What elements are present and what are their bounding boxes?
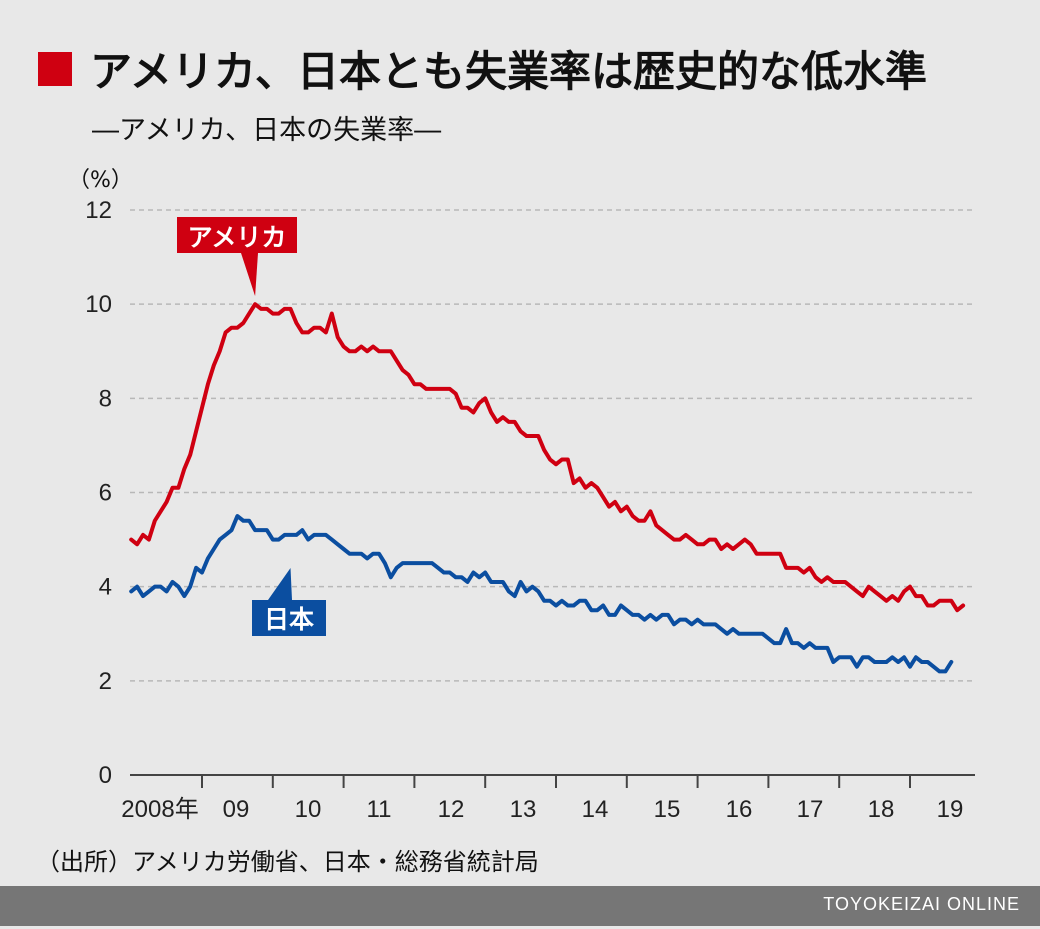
- source-note: （出所）アメリカ労働省、日本・総務省統計局: [36, 848, 539, 876]
- x-tick-label-5: 13: [510, 796, 537, 823]
- usa-callout-pointer: [241, 253, 258, 297]
- x-tick-label-7: 15: [654, 796, 681, 823]
- y-tick-label-4: 4: [99, 574, 112, 601]
- y-tick-label-6: 6: [99, 480, 112, 507]
- chart-title: アメリカ、日本とも失業率は歴史的な低水準: [90, 47, 928, 96]
- x-tick-label-4: 12: [438, 796, 465, 823]
- chart-subtitle: ―アメリカ、日本の失業率―: [92, 115, 442, 146]
- x-tick-label-8: 16: [726, 796, 753, 823]
- x-tick-label-10: 18: [868, 796, 895, 823]
- y-axis-unit: （%）: [68, 168, 133, 193]
- y-tick-label-2: 2: [99, 668, 112, 695]
- usa-series-line: [129, 302, 966, 613]
- japan-series-line: [129, 514, 954, 674]
- x-tick-label-0: 2008年: [121, 796, 198, 823]
- title-square-icon: [38, 51, 72, 86]
- y-tick-label-0: 0: [99, 762, 112, 789]
- x-tick-label-11: 19: [937, 796, 964, 823]
- japan-callout-box: [252, 600, 326, 636]
- x-tick-label-9: 17: [797, 796, 824, 823]
- x-tick-label-2: 10: [295, 796, 322, 823]
- x-tick-label-6: 14: [582, 796, 609, 823]
- x-tick-label-1: 09: [223, 796, 250, 823]
- y-tick-label-12: 12: [85, 197, 112, 224]
- y-tick-label-10: 10: [85, 291, 112, 318]
- usa-series-label: アメリカ: [188, 223, 287, 252]
- chart-title-block: アメリカ、日本とも失業率は歴史的な低水準: [38, 38, 927, 99]
- japan-callout-pointer: [268, 568, 292, 600]
- footer-brand: TOYOKEIZAI ONLINE: [823, 894, 1020, 914]
- footer-bar: TOYOKEIZAI ONLINE: [0, 886, 1040, 926]
- x-tick-label-3: 11: [367, 796, 392, 823]
- japan-series-label: 日本: [264, 605, 314, 634]
- y-tick-label-8: 8: [99, 385, 112, 412]
- usa-callout-box: [177, 217, 297, 253]
